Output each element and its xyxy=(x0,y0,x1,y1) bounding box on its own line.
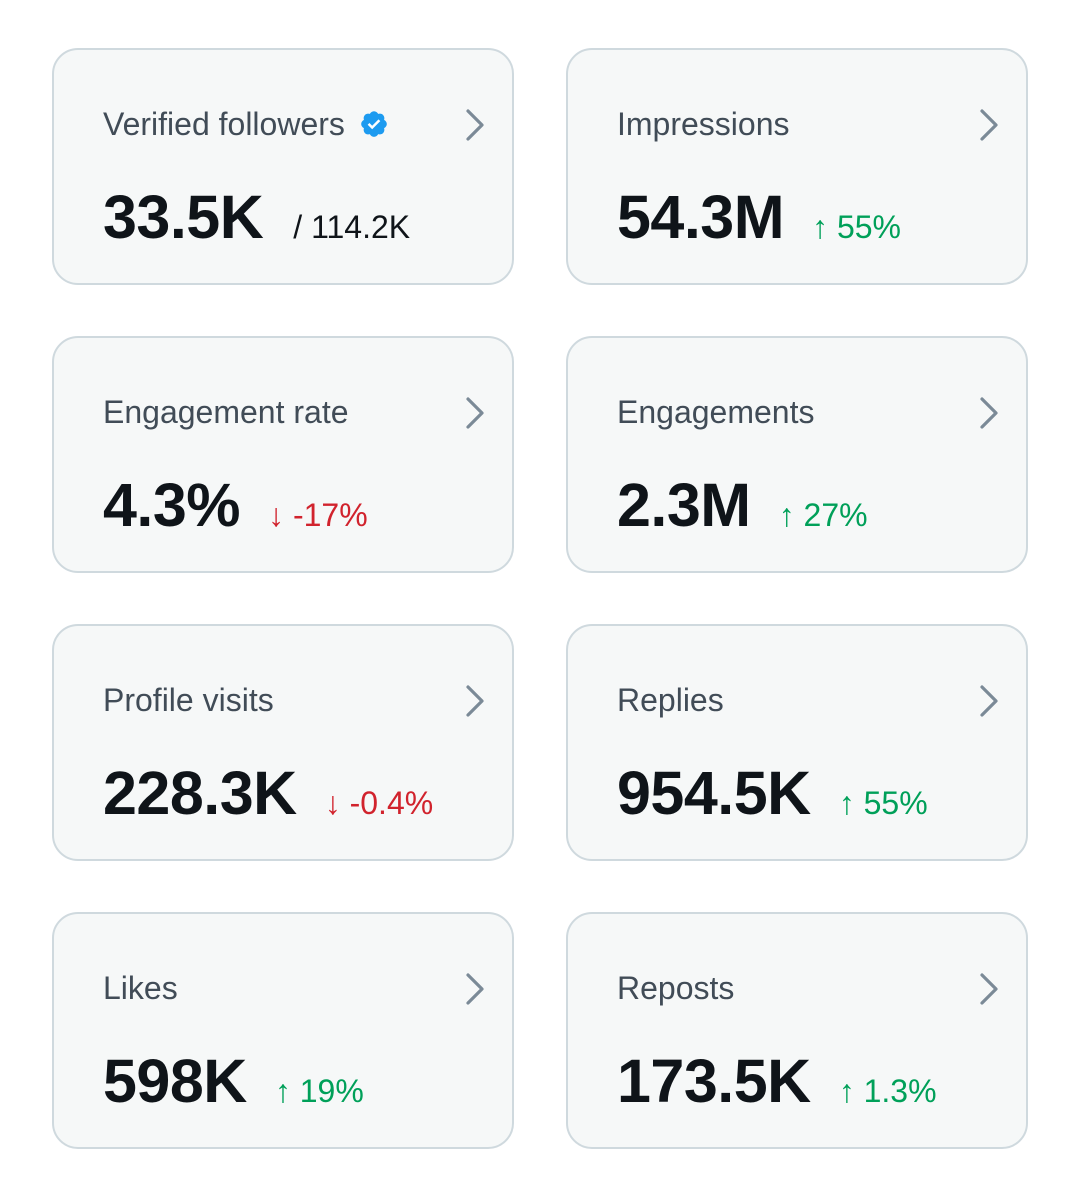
verified-badge-icon xyxy=(361,111,387,137)
card-title-text: Replies xyxy=(617,682,724,718)
chevron-right-icon xyxy=(466,973,484,1005)
card-value: 228.3K xyxy=(103,759,297,827)
card-change: ↓ -17% xyxy=(268,497,368,533)
value-row: 2.3M ↑ 27% xyxy=(617,470,868,540)
analytics-cards-grid: Verified followers 33.5K / 114.2K Impres… xyxy=(52,48,1028,1149)
card-change: ↑ 55% xyxy=(838,785,928,821)
card-value: 4.3% xyxy=(103,471,241,539)
card-change: ↑ 27% xyxy=(778,497,868,533)
card-impressions[interactable]: Impressions 54.3M ↑ 55% xyxy=(566,48,1028,285)
card-likes[interactable]: Likes 598K ↑ 19% xyxy=(52,912,514,1149)
card-title: Reposts xyxy=(617,968,734,1008)
card-change: ↑ 55% xyxy=(812,209,901,245)
card-title-text: Engagement rate xyxy=(103,394,349,430)
card-replies[interactable]: Replies 954.5K ↑ 55% xyxy=(566,624,1028,861)
card-title-text: Profile visits xyxy=(103,682,274,718)
chevron-right-icon xyxy=(980,109,998,141)
card-verified-followers[interactable]: Verified followers 33.5K / 114.2K xyxy=(52,48,514,285)
card-change: ↓ -0.4% xyxy=(324,785,434,821)
card-profile-visits[interactable]: Profile visits 228.3K ↓ -0.4% xyxy=(52,624,514,861)
card-title-text: Reposts xyxy=(617,970,735,1006)
value-row: 228.3K ↓ -0.4% xyxy=(103,758,433,828)
card-title: Engagement rate xyxy=(103,392,349,432)
card-value: 33.5K xyxy=(103,183,264,251)
card-title: Engagements xyxy=(617,392,814,432)
card-value: 173.5K xyxy=(617,1047,811,1115)
card-engagements[interactable]: Engagements 2.3M ↑ 27% xyxy=(566,336,1028,573)
card-reposts[interactable]: Reposts 173.5K ↑ 1.3% xyxy=(566,912,1028,1149)
value-row: 33.5K / 114.2K xyxy=(103,182,410,252)
chevron-right-icon xyxy=(980,685,998,717)
chevron-right-icon xyxy=(980,397,998,429)
card-title-text: Impressions xyxy=(617,106,790,142)
card-title-text: Likes xyxy=(103,970,178,1006)
card-title: Likes xyxy=(103,968,178,1008)
chevron-right-icon xyxy=(466,109,484,141)
card-change: ↑ 19% xyxy=(274,1073,364,1109)
card-title-text: Engagements xyxy=(617,394,815,430)
value-row: 4.3% ↓ -17% xyxy=(103,470,368,540)
chevron-right-icon xyxy=(466,685,484,717)
card-engagement-rate[interactable]: Engagement rate 4.3% ↓ -17% xyxy=(52,336,514,573)
value-row: 173.5K ↑ 1.3% xyxy=(617,1046,937,1116)
card-change: ↑ 1.3% xyxy=(838,1073,937,1109)
card-title-text: Verified followers xyxy=(103,106,345,142)
card-value: 954.5K xyxy=(617,759,811,827)
card-title: Replies xyxy=(617,680,724,720)
card-title: Profile visits xyxy=(103,680,274,720)
value-row: 954.5K ↑ 55% xyxy=(617,758,928,828)
chevron-right-icon xyxy=(466,397,484,429)
card-value: 54.3M xyxy=(617,183,785,251)
value-row: 598K ↑ 19% xyxy=(103,1046,364,1116)
card-value: 598K xyxy=(103,1047,247,1115)
chevron-right-icon xyxy=(980,973,998,1005)
card-subvalue: / 114.2K xyxy=(293,209,411,245)
card-title: Verified followers xyxy=(103,104,389,144)
card-value: 2.3M xyxy=(617,471,751,539)
value-row: 54.3M ↑ 55% xyxy=(617,182,901,252)
card-title: Impressions xyxy=(617,104,790,144)
